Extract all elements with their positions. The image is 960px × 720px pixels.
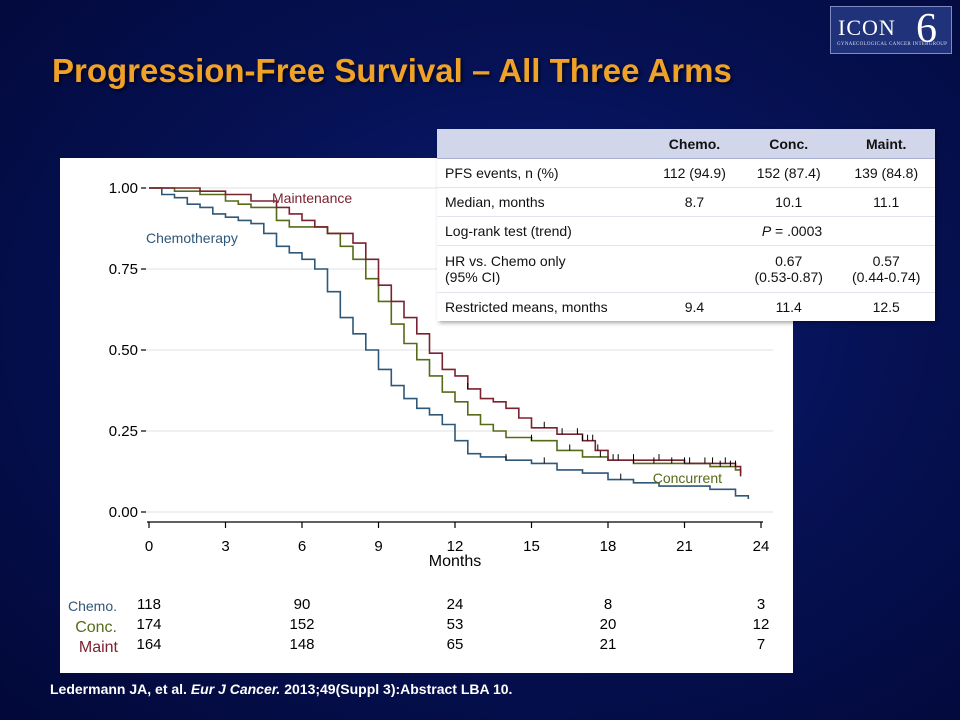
y-tick-label: 0.00 — [109, 504, 138, 521]
logo-subtitle: Gynaecological Cancer Intergroup — [837, 42, 948, 47]
x-tick-label: 6 — [298, 538, 306, 555]
hr-label-line2: (95% CI) — [445, 269, 501, 285]
curve-label-maintenance: Maintenance — [272, 190, 352, 206]
y-tick-label: 0.50 — [109, 342, 138, 359]
x-tick-label: 18 — [600, 538, 617, 555]
risk-value: 12 — [753, 616, 770, 633]
citation-details: 2013;49(Suppl 3):Abstract LBA 10. — [284, 681, 513, 697]
stats-row-median: Median, months 8.7 10.1 11.1 — [437, 187, 935, 217]
stats-row-logrank: Log-rank test (trend) P = .0003 — [437, 216, 935, 246]
risk-value: 118 — [137, 596, 161, 613]
risk-row-label: Chemo. — [68, 598, 117, 614]
km-curve-chemotherapy — [149, 187, 750, 499]
risk-value: 148 — [289, 636, 314, 653]
hr-maint-value: 0.57 — [872, 253, 900, 269]
stats-cell-maint: 12.5 — [872, 299, 900, 315]
p-value: = .0003 — [771, 223, 823, 239]
stats-cell-chemo: 9.4 — [684, 299, 705, 315]
stats-cell-maint: 11.1 — [837, 187, 935, 217]
hr-conc-ci: (0.53-0.87) — [754, 269, 823, 285]
x-axis-title: Months — [429, 553, 481, 570]
stats-row-label: Log-rank test (trend) — [437, 216, 649, 246]
x-tick-label: 24 — [753, 538, 770, 555]
km-curve-chart: 0.00 0.25 0.50 0.75 1.00 0 3 6 9 12 15 18 21 24 Months… — [68, 180, 773, 656]
stats-row-label: HR vs. Chemo only (95% CI) — [437, 245, 649, 293]
stats-cell-chemo — [649, 245, 740, 293]
risk-value: 21 — [600, 636, 617, 653]
risk-value: 7 — [757, 636, 765, 653]
logo-text: ICON — [838, 15, 896, 40]
hr-conc-value: 0.67 — [775, 253, 803, 269]
stats-row-label: Restricted means, months — [445, 299, 608, 315]
stats-cell-chemo: 8.7 — [649, 187, 740, 217]
stats-cell-conc: 11.4 — [775, 299, 802, 315]
hr-maint-ci: (0.44-0.74) — [851, 269, 921, 285]
stats-header-conc: Conc. — [739, 129, 838, 159]
y-tick-label: 0.75 — [109, 261, 138, 278]
stats-header-chemo: Chemo. — [649, 129, 740, 159]
x-tick-label: 0 — [145, 538, 153, 555]
stats-table: Chemo. Conc. Maint. PFS events, n (%) 11… — [437, 129, 935, 321]
stats-row-pfs-events: PFS events, n (%) 112 (94.9) 152 (87.4) … — [437, 158, 935, 188]
risk-row-label: Maint — [79, 639, 119, 656]
stats-header-blank — [437, 129, 649, 159]
stats-cell-chemo: 112 (94.9) — [649, 158, 740, 188]
citation-authors: Ledermann JA, et al. — [50, 681, 187, 697]
risk-value: 152 — [289, 616, 314, 633]
slide-title: Progression-Free Survival – All Three Ar… — [52, 52, 732, 89]
y-tick-label: 0.25 — [109, 423, 138, 440]
risk-value: 90 — [294, 596, 311, 613]
stats-cell-conc: 152 (87.4) — [739, 158, 838, 188]
stats-cell-pvalue: P = .0003 — [649, 216, 935, 246]
risk-value: 174 — [136, 616, 161, 633]
risk-row-label: Conc. — [75, 619, 117, 636]
x-tick-label: 15 — [523, 538, 540, 555]
stats-cell-conc: 10.1 — [739, 187, 838, 217]
stats-header-row: Chemo. Conc. Maint. — [437, 129, 935, 159]
risk-value: 20 — [600, 616, 617, 633]
x-tick-label: 9 — [374, 538, 382, 555]
x-tick-label: 21 — [676, 538, 693, 555]
risk-value: 24 — [447, 596, 464, 613]
risk-value: 164 — [136, 636, 161, 653]
stats-header-maint: Maint. — [837, 129, 935, 159]
y-tick-label: 1.00 — [109, 180, 138, 197]
stats-row-restricted-means: Restricted means, months 9.4 11.4 12.5 — [437, 293, 935, 322]
stats-cell-conc: 0.67 (0.53-0.87) — [739, 245, 838, 293]
stats-row-label: PFS events, n (%) — [437, 158, 649, 188]
stats-cell-maint: 139 (84.8) — [837, 158, 935, 188]
km-curve-maintenance — [149, 187, 742, 477]
citation: Ledermann JA, et al. Eur J Cancer. 2013;… — [50, 681, 512, 697]
x-tick-label: 12 — [447, 538, 464, 555]
icon6-logo: ICON 6 Gynaecological Cancer Intergroup — [830, 6, 952, 54]
risk-value: 53 — [447, 616, 464, 633]
risk-value: 8 — [604, 596, 612, 613]
citation-journal: Eur J Cancer. — [190, 681, 281, 697]
hr-label-line1: HR vs. Chemo only — [445, 253, 566, 269]
x-tick-label: 3 — [221, 538, 229, 555]
risk-value: 3 — [757, 596, 765, 613]
logo-number: 6 — [916, 6, 937, 52]
risk-value: 65 — [447, 636, 464, 653]
stats-row-label: Median, months — [437, 187, 649, 217]
stats-cell-maint: 0.57 (0.44-0.74) — [837, 245, 935, 293]
curve-label-concurrent: Concurrent — [653, 470, 722, 486]
p-symbol: P — [761, 223, 772, 239]
stats-row-hr: HR vs. Chemo only (95% CI) 0.67 (0.53-0.87… — [437, 245, 935, 293]
curve-label-chemotherapy: Chemotherapy — [146, 230, 238, 246]
